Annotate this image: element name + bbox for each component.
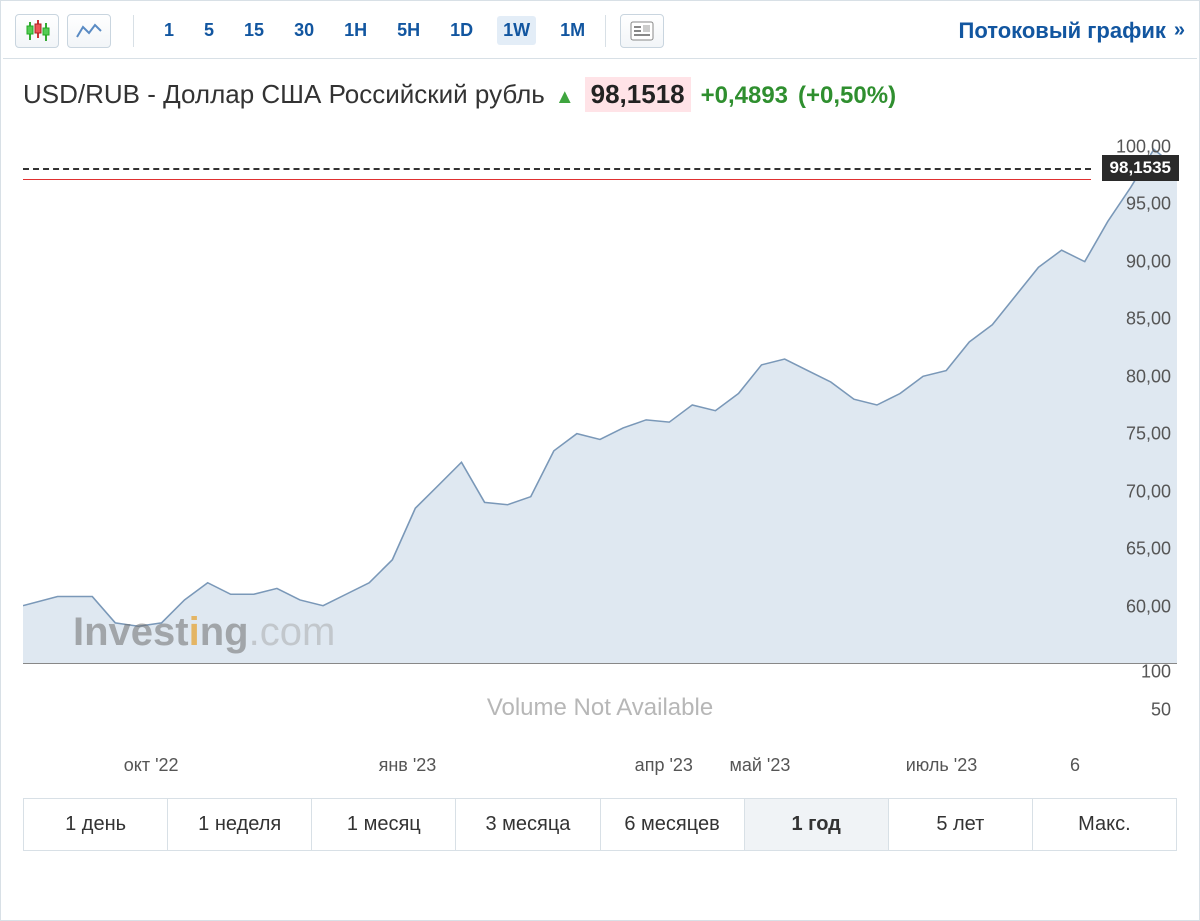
change-absolute: +0,4893 [701, 82, 788, 110]
interval-1H[interactable]: 1H [338, 16, 373, 45]
y-tick: 80,00 [1126, 366, 1171, 387]
range-tab[interactable]: 1 неделя [168, 799, 312, 850]
range-tab[interactable]: 1 день [24, 799, 168, 850]
reference-redline [23, 179, 1091, 180]
chart-header: USD/RUB - Доллар США Российский рубль ▲ … [3, 59, 1197, 124]
interval-5H[interactable]: 5H [391, 16, 426, 45]
news-icon[interactable] [620, 14, 664, 48]
toolbar-divider [605, 15, 606, 47]
interval-1W[interactable]: 1W [497, 16, 536, 45]
toolbar-divider [133, 15, 134, 47]
volume-unavailable-label: Volume Not Available [487, 694, 713, 722]
top-toolbar: 15 15 30 1H 5H 1D 1W 1M Потоковый график » [3, 3, 1197, 59]
chart-area: 98,1535 Investing.com 60,00 65,00 70,00 75,… [23, 124, 1177, 786]
y-tick-volume: 50 [1151, 700, 1171, 721]
line-chart-icon[interactable] [67, 14, 111, 48]
chevron-right-icon: » [1174, 19, 1185, 42]
interval-selector: 15 15 30 1H 5H 1D 1W 1M [158, 16, 591, 45]
y-tick: 65,00 [1126, 539, 1171, 560]
interval-15[interactable]: 15 [238, 16, 270, 45]
interval-1M[interactable]: 1M [554, 16, 591, 45]
watermark: Investing.com [73, 610, 335, 655]
range-tab[interactable]: 5 лет [889, 799, 1033, 850]
interval-30[interactable]: 30 [288, 16, 320, 45]
current-price: 98,1518 [585, 77, 691, 112]
y-tick: 90,00 [1126, 251, 1171, 272]
x-tick: май '23 [729, 755, 790, 776]
y-tick-volume: 100 [1141, 661, 1171, 682]
x-tick: янв '23 [379, 755, 437, 776]
volume-chart: Volume Not Available [23, 664, 1177, 749]
x-axis: окт '22 янв '23 апр '23 май '23 июль '23 6 [23, 749, 1177, 785]
y-tick: 95,00 [1126, 194, 1171, 215]
y-tick: 60,00 [1126, 596, 1171, 617]
x-tick: апр '23 [635, 755, 693, 776]
chart-container: 15 15 30 1H 5H 1D 1W 1M Потоковый график » USD/… [0, 0, 1200, 921]
x-tick: окт '22 [124, 755, 179, 776]
current-price-dashline [23, 168, 1091, 170]
range-tab[interactable]: Макс. [1033, 799, 1176, 850]
interval-1[interactable]: 1 [158, 16, 180, 45]
y-tick: 75,00 [1126, 424, 1171, 445]
pair-title: USD/RUB - Доллар США Российский рубль [23, 79, 545, 110]
candlestick-icon[interactable] [15, 14, 59, 48]
y-tick: 70,00 [1126, 481, 1171, 502]
range-tab[interactable]: 3 месяца [456, 799, 600, 850]
interval-5[interactable]: 5 [198, 16, 220, 45]
y-axis-volume: 50 100 [1087, 664, 1177, 749]
price-chart[interactable]: 98,1535 Investing.com [23, 124, 1177, 664]
y-axis-price: 60,00 65,00 70,00 75,00 80,00 85,00 90,00 95,00… [1087, 124, 1177, 664]
range-tab[interactable]: 1 год [745, 799, 889, 850]
streaming-chart-link[interactable]: Потоковый график » [959, 18, 1185, 44]
y-tick: 85,00 [1126, 309, 1171, 330]
interval-1D[interactable]: 1D [444, 16, 479, 45]
range-tab[interactable]: 1 месяц [312, 799, 456, 850]
time-range-tabs: 1 день1 неделя1 месяц3 месяца6 месяцев1 … [23, 798, 1177, 851]
current-price-badge: 98,1535 [1102, 155, 1179, 181]
change-percent: (+0,50%) [798, 82, 896, 110]
streaming-chart-label: Потоковый график [959, 18, 1166, 44]
range-tab[interactable]: 6 месяцев [601, 799, 745, 850]
x-tick: июль '23 [906, 755, 978, 776]
x-tick: 6 [1070, 755, 1080, 776]
arrow-up-icon: ▲ [555, 86, 575, 109]
